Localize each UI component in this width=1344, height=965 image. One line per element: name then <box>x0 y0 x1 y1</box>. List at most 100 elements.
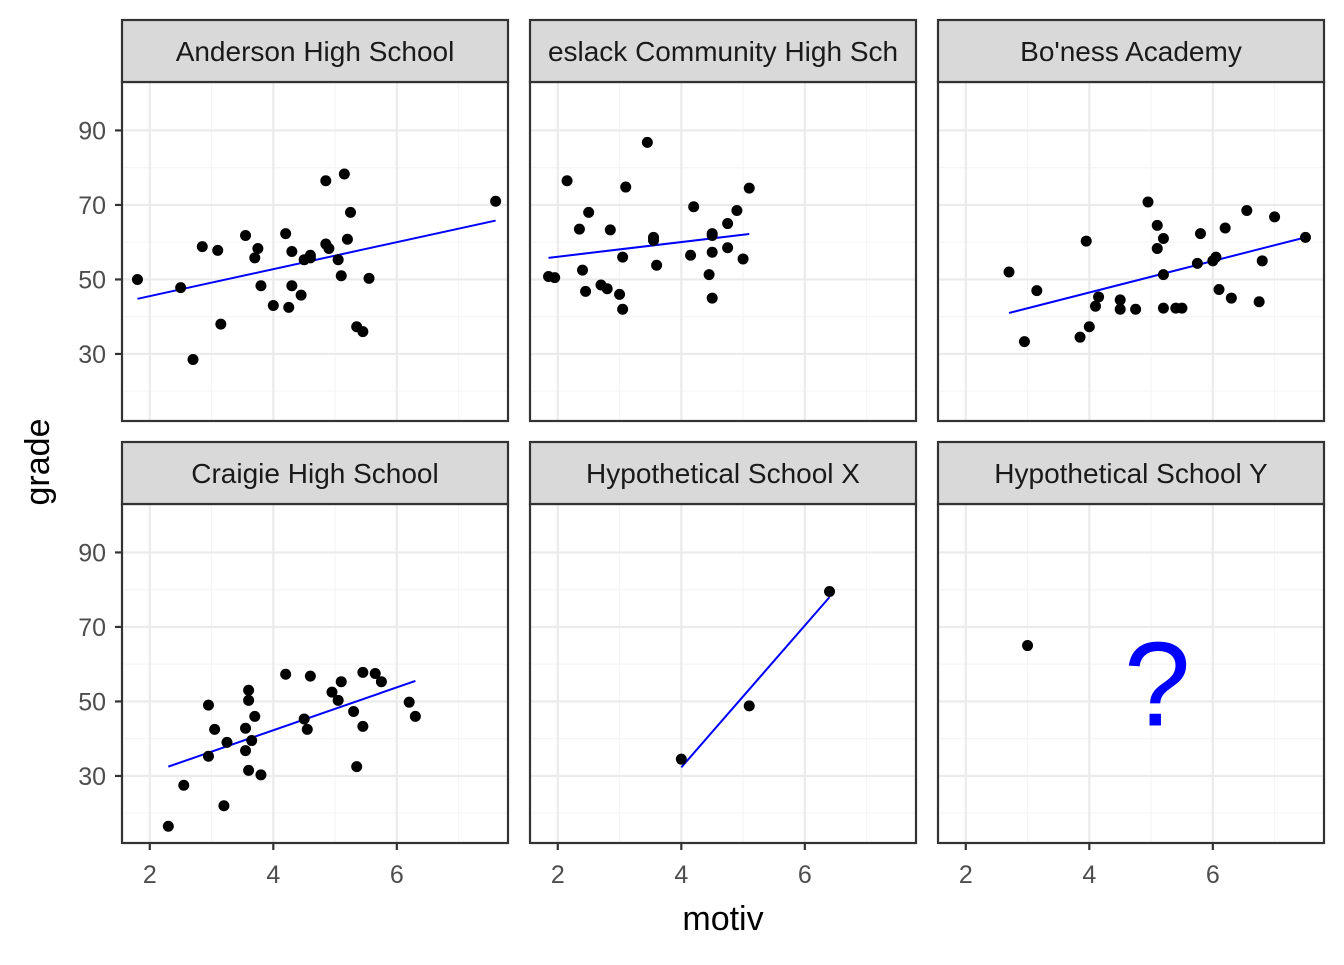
data-point <box>648 231 660 243</box>
data-point <box>240 229 252 241</box>
data-point <box>338 168 350 180</box>
data-point <box>267 300 279 312</box>
data-point <box>1157 302 1169 314</box>
panel-4: Craigie High School 30 50 70 90 2 4 6 <box>78 440 510 889</box>
data-point <box>1176 302 1188 314</box>
data-point <box>651 259 663 271</box>
x-tick-label: 4 <box>674 861 688 889</box>
data-point <box>743 182 755 194</box>
panel-background <box>530 504 916 843</box>
data-point <box>218 800 230 812</box>
fit-line <box>1008 236 1306 314</box>
y-tick-label: 30 <box>78 763 106 791</box>
data-point <box>323 243 335 255</box>
data-point <box>604 224 616 236</box>
strip-title: Craigie High School <box>191 458 438 489</box>
data-point <box>178 779 190 791</box>
data-point <box>737 253 749 265</box>
data-point <box>363 272 375 284</box>
x-tick-label: 6 <box>1206 861 1220 889</box>
strip-title: Hypothetical School Y <box>994 458 1268 489</box>
data-point <box>298 713 310 725</box>
data-point <box>240 722 252 734</box>
data-point <box>573 223 585 235</box>
data-point <box>341 233 353 245</box>
data-point <box>1093 291 1105 303</box>
data-point <box>369 668 381 679</box>
data-point <box>375 676 387 688</box>
question-mark-annotation: ? <box>1124 618 1191 752</box>
data-point <box>1080 235 1092 247</box>
strip-background <box>528 18 918 84</box>
data-point <box>706 228 718 240</box>
strip-background <box>936 18 1326 84</box>
data-point <box>409 710 421 722</box>
data-point <box>1151 243 1163 255</box>
data-point <box>731 205 743 217</box>
data-point <box>295 289 307 301</box>
data-point <box>601 283 613 295</box>
x-tick-label: 6 <box>390 861 404 889</box>
data-point <box>743 700 755 712</box>
data-point <box>1083 321 1095 333</box>
strip-background <box>936 440 1326 506</box>
data-point <box>1299 231 1311 243</box>
panel-3: Bo'ness Academy <box>936 18 1326 423</box>
data-point <box>549 272 561 284</box>
data-point <box>1157 269 1169 281</box>
data-point <box>1142 196 1154 208</box>
data-point <box>345 206 357 218</box>
data-point <box>246 735 258 747</box>
data-point <box>332 694 344 706</box>
y-tick-label: 70 <box>78 192 106 220</box>
data-point <box>221 736 233 748</box>
data-point <box>332 254 344 266</box>
y-tick-label: 50 <box>78 688 106 716</box>
data-point <box>301 723 313 735</box>
strip-title: Bo'ness Academy <box>1020 36 1242 67</box>
data-point <box>243 694 255 706</box>
data-point <box>583 206 595 218</box>
data-point <box>286 246 298 257</box>
data-point <box>212 244 224 256</box>
data-point <box>1114 294 1126 306</box>
data-point <box>824 586 836 598</box>
data-point <box>252 243 264 255</box>
fit-line <box>680 596 831 769</box>
data-point <box>357 326 369 338</box>
panel-1: Anderson High School 30 50 70 90 <box>78 18 510 423</box>
data-point <box>703 269 715 281</box>
data-point <box>617 251 629 263</box>
x-tick-label: 4 <box>266 861 280 889</box>
data-point <box>255 769 267 781</box>
data-point <box>1022 640 1034 652</box>
data-point <box>1074 331 1086 343</box>
data-point <box>304 670 316 682</box>
data-point <box>162 820 174 832</box>
data-point <box>620 181 632 193</box>
data-point <box>283 301 295 313</box>
strip-title: Hypothetical School X <box>586 458 860 489</box>
data-point <box>202 699 214 711</box>
data-point <box>131 273 143 285</box>
data-point <box>706 246 718 258</box>
y-tick-label: 50 <box>78 266 106 294</box>
data-point <box>1031 285 1043 297</box>
data-point <box>243 764 255 776</box>
data-point <box>688 201 700 213</box>
data-point <box>202 750 214 762</box>
x-tick-label: 2 <box>551 861 565 889</box>
x-axis-title: motiv <box>682 900 763 938</box>
data-point <box>215 318 227 330</box>
panel-background <box>938 504 1324 843</box>
data-point <box>490 195 502 207</box>
data-point <box>675 753 687 765</box>
strip-background <box>528 440 918 506</box>
data-point <box>1256 255 1268 267</box>
panel-background <box>122 82 508 421</box>
data-point <box>685 249 697 261</box>
data-point <box>1191 257 1203 269</box>
data-point <box>286 280 298 292</box>
